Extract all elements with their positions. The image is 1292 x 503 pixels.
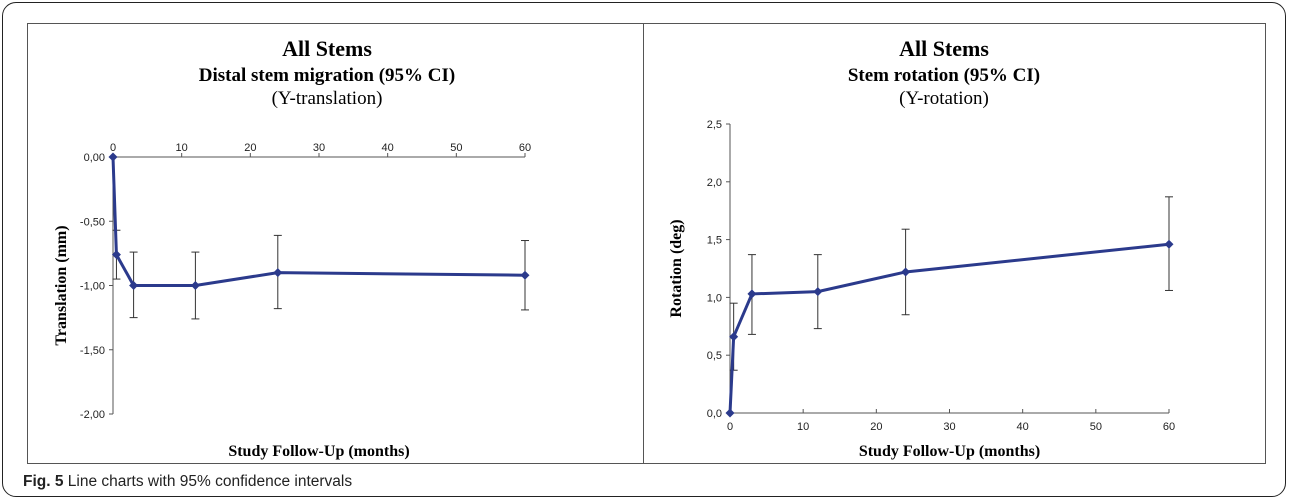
data-point-marker: [747, 289, 757, 299]
series-line: [728, 242, 1170, 414]
x-tick-label: 40: [382, 142, 394, 154]
chart-subtitle-secondary: (Y-rotation): [899, 88, 989, 109]
data-point-marker: [813, 287, 823, 297]
y-tick-label: 0,0: [707, 408, 722, 420]
x-tick-label: 0: [110, 142, 116, 154]
y-tick-label: 0,00: [84, 152, 105, 164]
x-tick-label: 40: [1017, 421, 1029, 433]
y-tick-label: 1,5: [707, 235, 722, 247]
rotation-chart: All Stems Stem rotation (95% CI)(Y-rotati…: [668, 36, 1175, 460]
series-line: [111, 156, 526, 287]
y-tick-label: -1,50: [80, 345, 105, 357]
x-tick-label: 0: [727, 421, 733, 433]
y-tick-label: -1,00: [80, 281, 105, 293]
y-tick-label: 1,0: [707, 292, 722, 304]
figure-caption: Fig. 5 Line charts with 95% confidence i…: [23, 473, 352, 491]
x-tick-label: 20: [244, 142, 256, 154]
chart-subtitle: Distal stem migration (95% CI): [199, 65, 455, 86]
y-tick-label: -2,00: [80, 409, 105, 421]
caption-text: Line charts with 95% confidence interval…: [67, 473, 353, 490]
y-tick-label: -0,50: [80, 216, 105, 228]
chart-title: All Stems: [899, 36, 989, 61]
chart-panel-translation: All Stems Distal stem migration (95% CI)(…: [27, 23, 644, 464]
data-point-marker: [273, 268, 283, 278]
y-axis-title: Rotation (deg): [668, 219, 685, 317]
data-point-marker: [190, 281, 200, 290]
x-axis-title: Study Follow-Up (months): [859, 443, 1040, 460]
x-tick-label: 50: [1090, 421, 1102, 433]
data-point-marker: [1164, 239, 1174, 249]
x-tick-label: 60: [519, 142, 531, 154]
caption-label: Fig. 5: [23, 473, 64, 490]
y-tick-label: 0,5: [707, 350, 722, 362]
data-point-marker: [111, 250, 121, 260]
y-axis-title: Translation (mm): [53, 225, 70, 345]
translation-chart: All Stems Distal stem migration (95% CI)(…: [53, 36, 531, 460]
data-point-marker: [520, 270, 530, 280]
x-tick-label: 10: [797, 421, 809, 433]
x-tick-label: 30: [943, 421, 955, 433]
data-point-marker: [901, 267, 911, 277]
y-tick-label: 2,5: [707, 119, 722, 131]
x-tick-label: 60: [1163, 421, 1175, 433]
data-point-marker: [725, 408, 735, 418]
x-tick-label: 10: [176, 142, 188, 154]
chart-title: All Stems: [282, 36, 372, 61]
y-tick-label: 2,0: [707, 177, 722, 189]
data-point-marker: [729, 332, 739, 342]
chart-subtitle-secondary: (Y-translation): [272, 88, 383, 109]
x-tick-label: 50: [450, 142, 462, 154]
x-tick-label: 20: [870, 421, 882, 433]
chart-panel-rotation: All Stems Stem rotation (95% CI) (Y-rotati…: [643, 23, 1266, 464]
x-tick-label: 30: [313, 142, 325, 154]
data-point-marker: [129, 281, 139, 290]
figure-frame: All Stems Distal stem migration (95% CI)(…: [2, 2, 1286, 497]
x-axis-title: Study Follow-Up (months): [228, 443, 409, 460]
data-point-marker: [108, 152, 118, 162]
chart-subtitle: Stem rotation (95% CI): [848, 65, 1040, 86]
